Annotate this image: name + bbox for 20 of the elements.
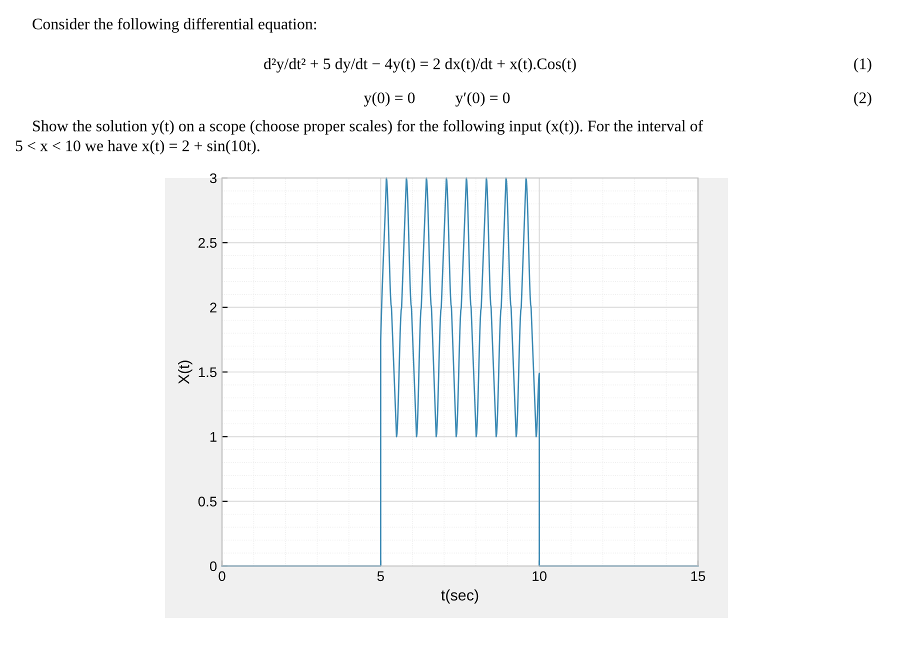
text: d²y/dt² + 5 dy/dt − 4y(t) = 2 dx(t)/dt + x(t).Cos(t) xyxy=(264,58,576,73)
x-tick-label: 10 xyxy=(532,571,547,582)
text: y(0) = 0 y′(0) = 0 xyxy=(364,92,510,107)
y-tick-label: 0.5 xyxy=(198,496,217,507)
text: (1) xyxy=(854,58,872,72)
x-tick-label: 5 xyxy=(377,571,384,582)
y-tick-label: 0 xyxy=(210,561,217,572)
y-tick-label: 2 xyxy=(210,302,216,312)
y-tick-label: 3 xyxy=(210,173,217,184)
text: (2) xyxy=(854,92,872,106)
text: Show the solution y(t) on a scope (choose proper scales) for the following input (x(t)). For the interval of xyxy=(33,120,704,135)
x-tick-label: 0 xyxy=(218,571,226,582)
y-tick-label: 1 xyxy=(210,432,216,442)
x-axis-title: t(sec) xyxy=(441,589,478,604)
text: 5 < x < 10 we have x(t) = 2 + sin(10t). xyxy=(16,140,260,154)
y-axis-title: X(t) xyxy=(178,360,192,384)
x-tick-label: 15 xyxy=(691,571,706,582)
text: Consider the following differential equation: xyxy=(32,18,316,33)
y-tick-label: 2.5 xyxy=(198,238,217,248)
y-tick-label: 1.5 xyxy=(198,367,217,378)
